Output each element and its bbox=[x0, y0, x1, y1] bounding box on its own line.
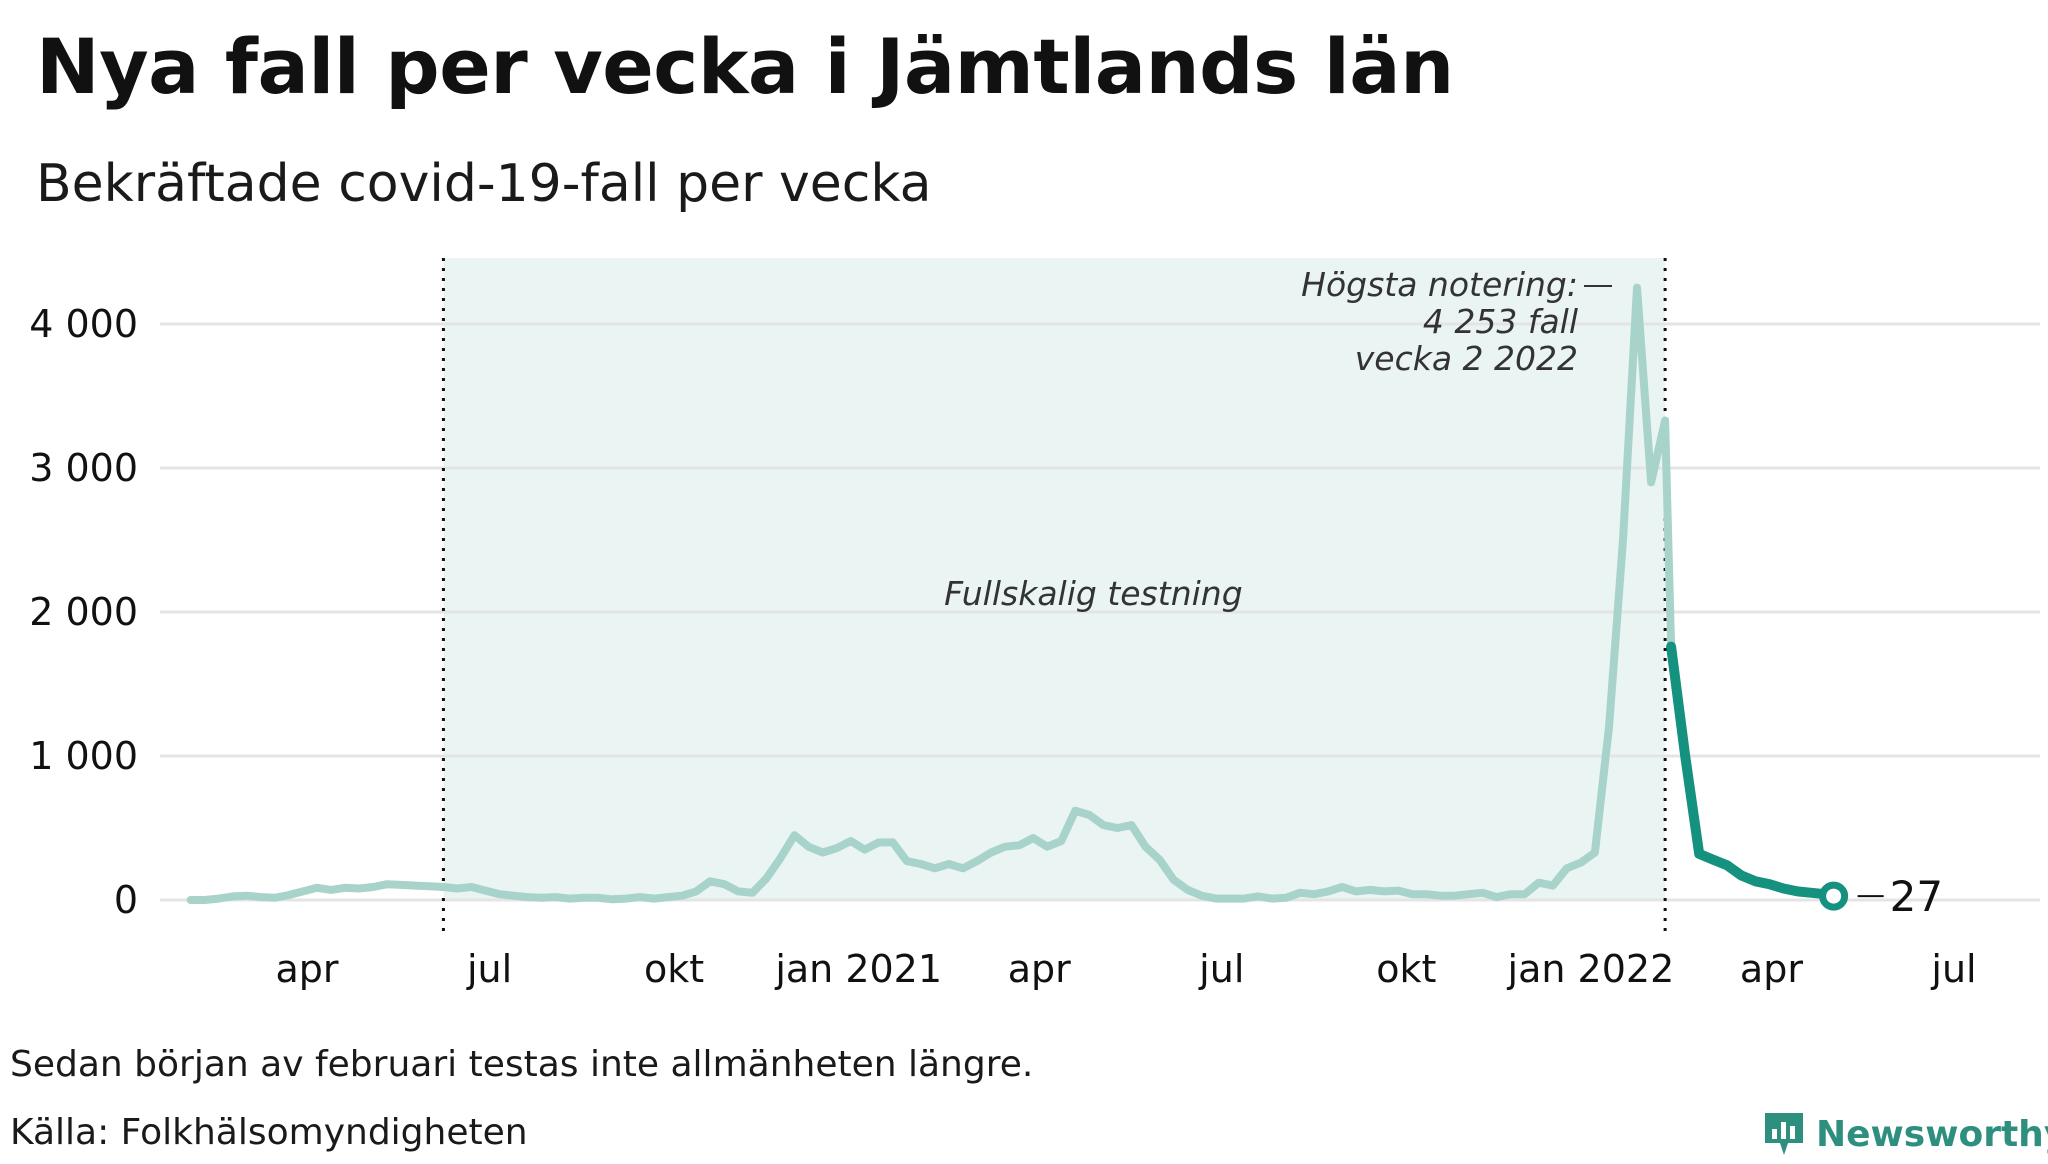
x-tick-label: okt bbox=[1376, 947, 1436, 991]
newsworthy-logo-icon bbox=[1765, 1113, 1803, 1155]
peak-annotation-line: 4 253 fall bbox=[1423, 302, 1578, 341]
brand-name: Newsworthy bbox=[1816, 1113, 2048, 1155]
shaded-period bbox=[443, 258, 1666, 900]
x-tick-label: okt bbox=[644, 947, 704, 991]
shaded-period-label: Fullskalig testning bbox=[944, 574, 1243, 613]
series-lines bbox=[186, 283, 1839, 904]
series-line-history bbox=[186, 283, 1676, 904]
x-tick-label: jan 2022 bbox=[1507, 947, 1675, 991]
chart-title: Nya fall per vecka i Jämtlands län bbox=[36, 22, 1454, 111]
y-tick-label: 1 000 bbox=[29, 734, 138, 778]
last-value-label: 27 bbox=[1890, 872, 1943, 921]
y-axis-tick-labels: 0 1 000 2 000 3 000 4 000 bbox=[29, 302, 138, 922]
y-tick-label: 4 000 bbox=[29, 302, 138, 346]
last-value-marker: 27 bbox=[1819, 872, 1943, 921]
peak-annotation-line: Högsta notering: bbox=[1301, 265, 1578, 304]
chart-subtitle: Bekräftade covid-19-fall per vecka bbox=[36, 154, 932, 214]
brand-logo: Newsworthy bbox=[1762, 1104, 2048, 1164]
x-tick-label: jul bbox=[1198, 947, 1244, 991]
x-tick-label: jan 2021 bbox=[774, 947, 942, 991]
peak-annotation-line: vecka 2 2022 bbox=[1355, 339, 1578, 378]
x-axis-tick-labels: apr jul okt jan 2021 apr jul okt jan 2022 apr jul bbox=[275, 947, 1976, 991]
series-line-recent bbox=[1666, 641, 1839, 902]
y-tick-label: 2 000 bbox=[29, 590, 138, 634]
source-credit: Källa: Folkhälsomyndigheten bbox=[10, 1112, 528, 1153]
x-tick-label: jul bbox=[1930, 947, 1976, 991]
y-gridlines bbox=[160, 322, 2040, 902]
x-tick-label: apr bbox=[275, 947, 338, 991]
y-tick-label: 3 000 bbox=[29, 446, 138, 490]
footnote: Sedan början av februari testas inte all… bbox=[10, 1044, 1034, 1085]
last-value-dot bbox=[1819, 881, 1849, 911]
x-tick-label: apr bbox=[1008, 947, 1071, 991]
y-tick-label: 0 bbox=[114, 878, 138, 922]
x-tick-label: jul bbox=[466, 947, 512, 991]
x-tick-label: apr bbox=[1740, 947, 1803, 991]
